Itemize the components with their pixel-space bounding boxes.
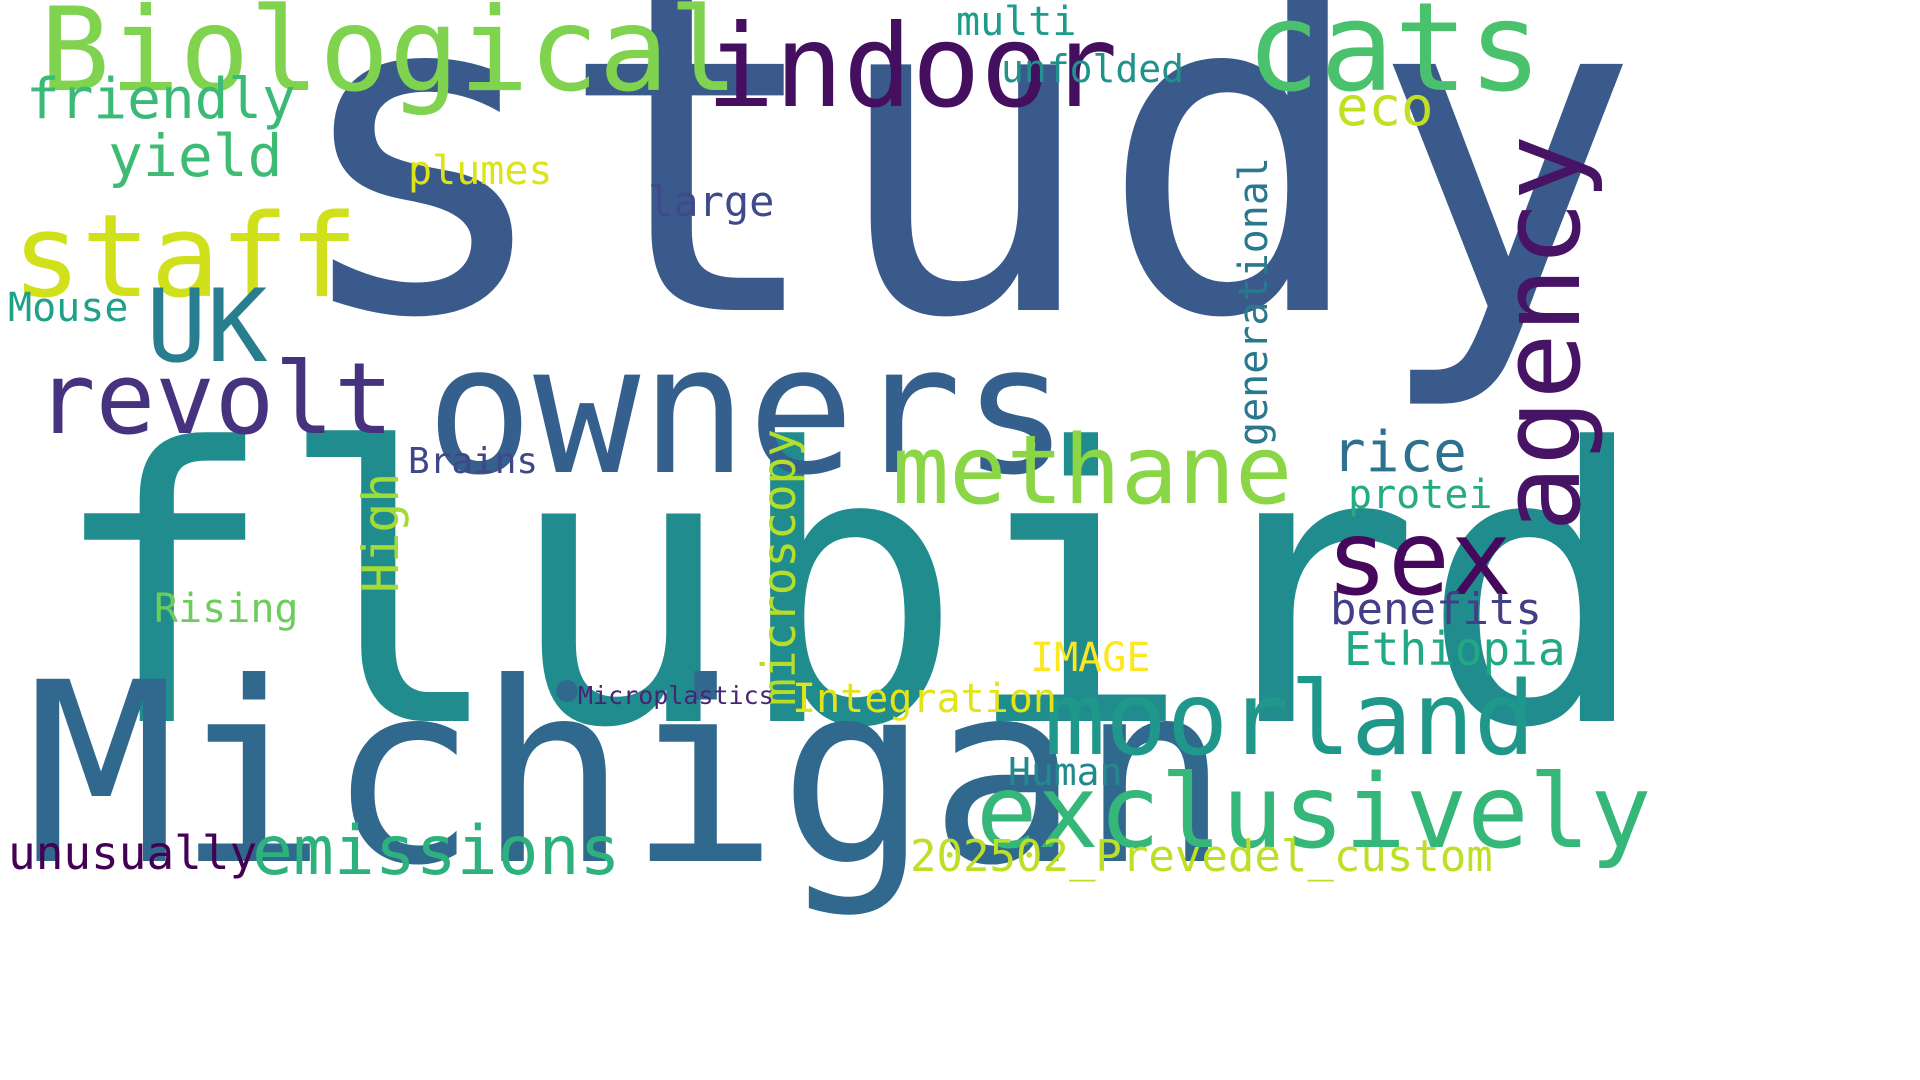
word-emissions: emissions bbox=[252, 812, 621, 891]
word-image: IMAGE bbox=[1030, 635, 1151, 681]
word-michigan: Michigan bbox=[26, 629, 1231, 920]
word-revolt: revolt bbox=[36, 342, 394, 457]
word-indoor: indoor bbox=[706, 0, 1118, 133]
word-owners: owners bbox=[426, 307, 1069, 514]
word-methane: methane bbox=[892, 416, 1293, 526]
word-microscopy: microscopy bbox=[752, 429, 806, 706]
word-unusually: unusually bbox=[8, 826, 258, 880]
word-protei: protei bbox=[1348, 472, 1493, 518]
word-plumes: plumes bbox=[408, 148, 553, 194]
word-moorland: moorland bbox=[1044, 660, 1536, 779]
word-benefits: benefits bbox=[1330, 584, 1542, 635]
word-mouse: Mouse bbox=[8, 285, 129, 331]
word-large: large bbox=[648, 177, 775, 226]
word-sex: sex bbox=[1326, 499, 1513, 619]
word-high: High bbox=[352, 472, 410, 593]
word-ethiopia: Ethiopia bbox=[1344, 622, 1566, 676]
word-biological: Biological bbox=[40, 0, 739, 118]
word-eco: eco bbox=[1336, 75, 1434, 138]
word-uk: UK bbox=[146, 267, 268, 385]
word-multi: multi bbox=[956, 0, 1077, 45]
word-integration: Integration bbox=[792, 676, 1057, 722]
word-cats: cats bbox=[1246, 0, 1543, 120]
word-staff: staff bbox=[12, 190, 359, 324]
word-202502-prevedel-custom: 202502_Prevedel_custom bbox=[910, 831, 1493, 882]
word-unfolded: unfolded bbox=[1001, 47, 1185, 91]
word-human: Human bbox=[1008, 750, 1123, 794]
word-rising: Rising bbox=[154, 586, 299, 632]
word-brains: Brains bbox=[408, 441, 539, 482]
dot-mark bbox=[556, 680, 578, 702]
word-agency: agency bbox=[1477, 134, 1605, 532]
word-rice: rice bbox=[1332, 420, 1467, 485]
word-friendly: friendly bbox=[26, 67, 296, 132]
word-yield: yield bbox=[108, 122, 283, 190]
word-exclusively: exclusively bbox=[976, 753, 1652, 872]
word-microplastics: Microplastics bbox=[578, 681, 774, 710]
word-generational: generational bbox=[1231, 157, 1277, 446]
word-study: study bbox=[286, 0, 1641, 417]
word-flubird: flubird bbox=[48, 368, 1650, 811]
